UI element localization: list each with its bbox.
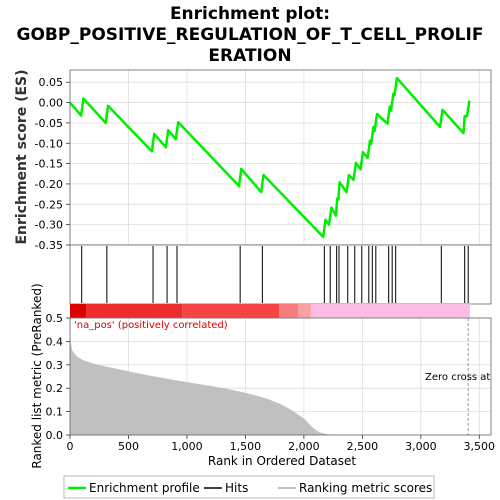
ranking-bar-segment bbox=[279, 304, 299, 318]
x-tick-label: 2,000 bbox=[288, 440, 320, 453]
zero-cross-label: Zero cross at bbox=[425, 372, 490, 383]
metric-y-tick-label: 0.4 bbox=[46, 335, 64, 348]
ranking-bar-segment bbox=[86, 304, 183, 318]
ranking-color-bar bbox=[70, 304, 470, 318]
es-y-ticks: 0.05 0.00 -0.05 -0.10 -0.15 -0.20 -0.25 -0.30 -0… bbox=[35, 76, 70, 252]
x-tick-label: 2,500 bbox=[347, 440, 379, 453]
legend-label-enrichment: Enrichment profile bbox=[89, 481, 200, 495]
es-y-tick-label: -0.05 bbox=[35, 117, 63, 130]
metric-y-ticks: 0.5 0.4 0.3 0.2 0.1 0.0 bbox=[46, 312, 70, 442]
hits-panel-frame bbox=[69, 244, 492, 305]
x-tick-label: 1,000 bbox=[171, 440, 203, 453]
hit-markers bbox=[81, 246, 469, 303]
chart-title-line-2: GOBP_POSITIVE_REGULATION_OF_T_CELL_PROLI… bbox=[17, 25, 484, 45]
metric-y-tick-label: 0.3 bbox=[46, 359, 64, 372]
ranking-bar-segment bbox=[298, 304, 311, 318]
x-tick-label: 3,500 bbox=[464, 440, 496, 453]
legend-frame bbox=[63, 475, 435, 499]
ranking-metric-area bbox=[70, 339, 470, 435]
ranking-bar-segment bbox=[182, 304, 280, 318]
x-axis-label: Rank in Ordered Dataset bbox=[208, 454, 356, 468]
legend-label-hits: Hits bbox=[225, 481, 248, 495]
es-y-tick-label: 0.00 bbox=[39, 97, 64, 110]
positive-correlation-label: 'na_pos' (positively correlated) bbox=[74, 320, 228, 331]
enrichment-profile-line bbox=[69, 76, 471, 239]
es-y-axis-label: Enrichment score (ES) bbox=[14, 69, 30, 244]
hits-panel bbox=[69, 244, 492, 305]
es-panel-background bbox=[70, 70, 491, 245]
es-y-tick-label: -0.35 bbox=[35, 239, 63, 252]
metric-y-tick-label: 0.5 bbox=[46, 312, 64, 325]
x-axis: 0 500 1,000 1,500 2,000 2,500 3,000 3,500 bbox=[67, 435, 496, 453]
chart-title-line-3: ERATION bbox=[208, 46, 291, 66]
es-y-tick-label: -0.10 bbox=[35, 137, 63, 150]
metric-y-tick-label: 0.1 bbox=[46, 406, 64, 419]
ranking-bar-segment bbox=[70, 304, 87, 318]
x-tick-label: 0 bbox=[67, 440, 74, 453]
metric-y-axis-label: Ranked list metric (PreRanked) bbox=[30, 283, 44, 468]
ranking-bar-segment bbox=[310, 304, 470, 318]
metric-panel-frame bbox=[69, 317, 492, 436]
es-y-tick-label: -0.15 bbox=[35, 158, 63, 171]
x-tick-label: 3,000 bbox=[405, 440, 437, 453]
legend-label-ranking: Ranking metric scores bbox=[299, 481, 432, 495]
metric-y-tick-label: 0.0 bbox=[46, 429, 64, 442]
enrichment-score-panel: 0.05 0.00 -0.05 -0.10 -0.15 -0.20 -0.25 -0.30 -0… bbox=[14, 69, 492, 252]
es-y-tick-label: 0.05 bbox=[39, 76, 64, 89]
metric-y-tick-label: 0.2 bbox=[46, 382, 64, 395]
es-y-tick-label: -0.30 bbox=[35, 219, 63, 232]
chart-title-line-1: Enrichment plot: bbox=[170, 4, 330, 24]
x-tick-label: 500 bbox=[118, 440, 139, 453]
legend: Enrichment profile Hits Ranking metric s… bbox=[63, 475, 435, 499]
es-y-tick-label: -0.20 bbox=[35, 178, 63, 191]
es-y-tick-label: -0.25 bbox=[35, 198, 63, 211]
x-tick-label: 1,500 bbox=[230, 440, 262, 453]
